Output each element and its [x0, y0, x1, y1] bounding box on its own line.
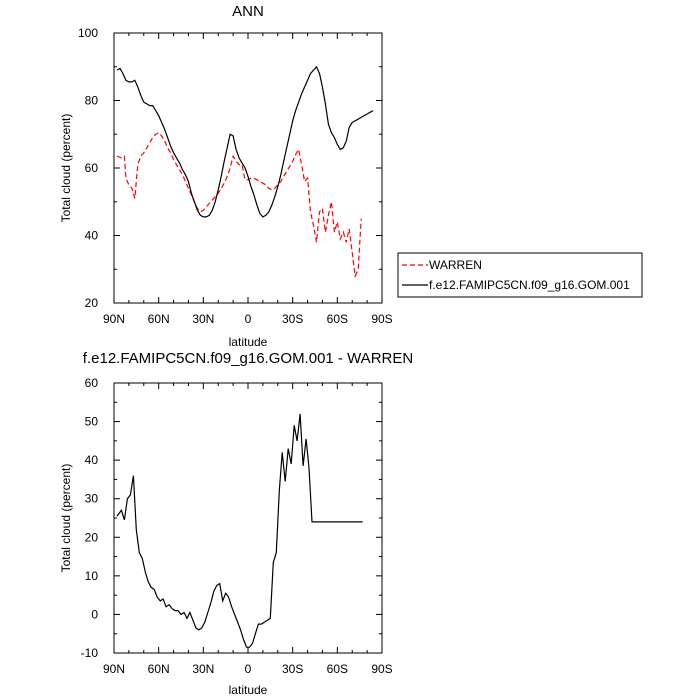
y-tick-label: 50 — [85, 415, 99, 429]
x-tick-label: 60S — [327, 662, 348, 676]
y-tick-label: 100 — [78, 26, 98, 40]
y-tick-label: 40 — [85, 453, 99, 467]
plot-frame — [113, 32, 383, 304]
y-axis-label: Total cloud (percent) — [59, 464, 73, 573]
y-tick-label: 10 — [85, 569, 99, 583]
y-tick-label: 0 — [91, 607, 98, 621]
chart-title: ANN — [232, 3, 264, 20]
x-tick-label: 60N — [148, 312, 170, 326]
legend-entry-1: f.e12.FAMIPC5CN.f09_g16.GOM.001 — [429, 278, 630, 292]
y-tick-label: 30 — [85, 492, 99, 506]
y-tick-label: 60 — [85, 161, 99, 175]
x-tick-label: 90S — [371, 662, 392, 676]
x-tick-label: 60N — [148, 662, 170, 676]
series-line-0 — [116, 131, 362, 279]
y-tick-label: 40 — [85, 229, 99, 243]
plot-frame — [113, 382, 383, 654]
x-tick-label: 0 — [245, 312, 252, 326]
legend-box — [397, 252, 643, 298]
y-tick-label: 20 — [85, 296, 99, 310]
y-tick-label: 80 — [85, 94, 99, 108]
series-line-0 — [116, 413, 363, 648]
x-tick-label: 90N — [103, 662, 125, 676]
legend-entry-0: WARREN — [429, 258, 482, 272]
y-tick-label: -10 — [81, 646, 99, 660]
y-axis-label: Total cloud (percent) — [59, 114, 73, 223]
x-tick-label: 30N — [192, 312, 214, 326]
x-tick-label: 30N — [192, 662, 214, 676]
series-line-1 — [116, 65, 374, 218]
x-tick-label: 30S — [282, 662, 303, 676]
chart-title: f.e12.FAMIPC5CN.f09_g16.GOM.001 - WARREN — [83, 350, 413, 367]
x-tick-label: 90S — [371, 312, 392, 326]
x-axis-label: latitude — [229, 335, 268, 349]
y-tick-label: 20 — [85, 530, 99, 544]
x-tick-label: 30S — [282, 312, 303, 326]
x-axis-label: latitude — [229, 683, 268, 697]
x-tick-label: 0 — [245, 662, 252, 676]
x-tick-label: 90N — [103, 312, 125, 326]
x-tick-label: 60S — [327, 312, 348, 326]
y-tick-label: 60 — [85, 376, 99, 390]
